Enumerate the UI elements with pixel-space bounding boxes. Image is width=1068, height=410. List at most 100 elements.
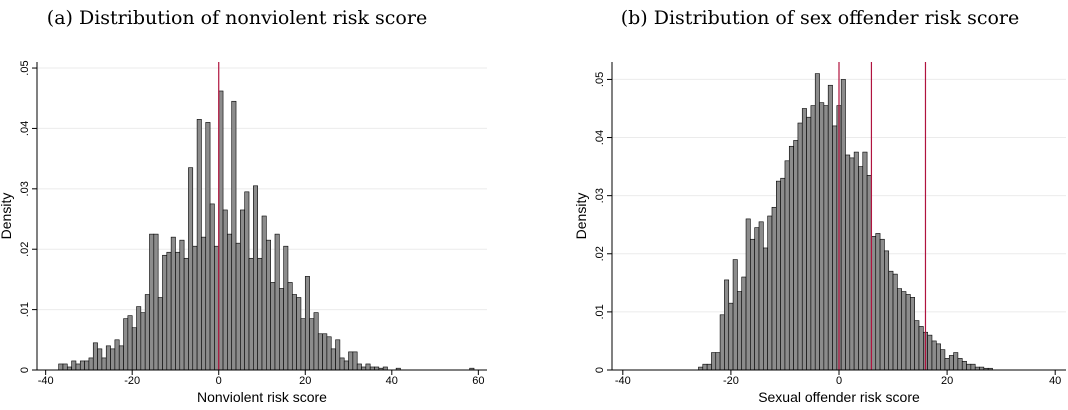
bar [892, 273, 898, 371]
bar [192, 245, 198, 371]
bar [322, 333, 328, 371]
y-axis-title: Density [573, 193, 589, 240]
bar [810, 105, 816, 371]
bar [114, 339, 120, 371]
bar [222, 209, 228, 371]
bar [270, 282, 276, 371]
bar [162, 254, 168, 371]
bar [750, 238, 755, 371]
bar [248, 257, 254, 371]
bar [719, 314, 725, 371]
bar [897, 288, 902, 371]
y-tick-label: 0 [594, 367, 606, 373]
bar [858, 166, 864, 371]
bar [767, 215, 773, 371]
bar [136, 306, 142, 371]
bar [741, 276, 747, 371]
x-tick-label: 0 [836, 375, 842, 387]
bar [105, 345, 111, 371]
bar [910, 297, 915, 371]
x-tick-label: 60 [472, 375, 484, 387]
bar [763, 247, 768, 371]
x-tick-label: 20 [941, 375, 953, 387]
x-axis-title: Sexual offender risk score [758, 389, 920, 405]
bar [840, 79, 846, 371]
bar [313, 312, 319, 371]
bar [957, 358, 963, 371]
bar [771, 206, 777, 371]
bar [724, 279, 730, 371]
bar [754, 227, 760, 371]
bar [291, 294, 297, 371]
bar [157, 297, 163, 371]
bar [348, 351, 354, 371]
bar [300, 318, 306, 371]
y-tick-label: .04 [19, 121, 31, 136]
bar [304, 276, 310, 371]
bar [127, 315, 133, 371]
bar [797, 122, 803, 371]
bar [330, 348, 336, 371]
bar [84, 360, 90, 371]
bar [123, 318, 129, 371]
bar [279, 288, 284, 371]
bar [201, 236, 207, 371]
y-tick-label: .05 [19, 60, 31, 75]
bar [287, 282, 293, 371]
bar [62, 363, 68, 371]
bar [166, 251, 172, 371]
bar [97, 348, 103, 371]
bar [335, 339, 341, 371]
y-tick-label: .03 [19, 181, 31, 196]
bar [58, 363, 64, 371]
bar [266, 239, 271, 371]
bar [871, 236, 877, 371]
bar [231, 100, 237, 371]
y-axis-title: Density [0, 193, 14, 240]
bar [253, 185, 258, 371]
bar [356, 363, 362, 371]
bar [927, 334, 933, 371]
bar [235, 242, 241, 371]
bar [953, 352, 959, 371]
bar [776, 180, 781, 371]
bar [79, 360, 85, 371]
x-tick-label: -40 [38, 375, 54, 387]
y-tick-label: .02 [594, 246, 606, 261]
bar [175, 251, 181, 371]
bar [118, 345, 124, 371]
bar [935, 343, 941, 371]
y-tick-label: .03 [594, 188, 606, 203]
bar [905, 294, 911, 371]
bar [131, 327, 137, 371]
bar [244, 191, 250, 371]
bar [261, 215, 267, 371]
bar [715, 352, 721, 371]
x-tick-label: 40 [1049, 375, 1061, 387]
y-tick-label: .02 [19, 242, 31, 257]
bar [758, 221, 764, 371]
bar [948, 355, 954, 371]
bar [144, 294, 150, 371]
bar [914, 320, 920, 371]
bar [845, 154, 851, 371]
bar [352, 351, 358, 371]
bar [862, 151, 868, 371]
bar [140, 312, 146, 371]
bar [179, 239, 185, 371]
bar [780, 177, 786, 371]
bar [827, 84, 833, 371]
bar [196, 119, 202, 371]
bar [339, 357, 345, 371]
bar [296, 297, 302, 371]
bar [961, 360, 967, 371]
bar [71, 360, 77, 371]
bar [866, 175, 872, 371]
bar [793, 140, 799, 371]
x-tick-label: -20 [723, 375, 739, 387]
x-tick-label: -40 [615, 375, 631, 387]
bar [205, 122, 211, 371]
bar [257, 257, 263, 371]
bar [283, 245, 289, 371]
bar [737, 291, 743, 371]
